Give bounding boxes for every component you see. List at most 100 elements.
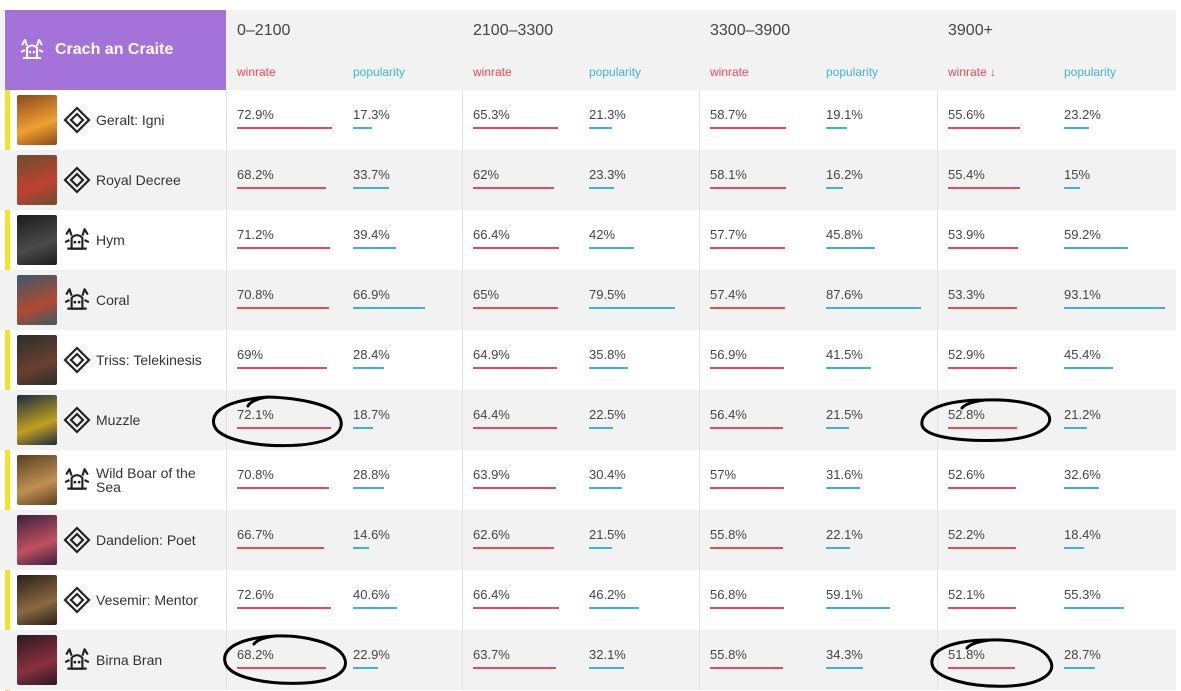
- winrate-value: 52.9%: [948, 347, 985, 362]
- card-art: [17, 275, 57, 325]
- card-cell[interactable]: Vesemir: Mentor: [10, 570, 226, 630]
- winrate-sort-label[interactable]: winrate: [237, 65, 276, 79]
- popularity-value: 30.4%: [589, 467, 626, 482]
- winrate-value: 70.8%: [237, 287, 274, 302]
- card-cell[interactable]: Hym: [10, 210, 226, 270]
- crown-faction-icon: [63, 286, 91, 314]
- range-header-3[interactable]: 3900+ winrate ↓ popularity: [938, 10, 1176, 90]
- popularity-value: 28.4%: [353, 347, 390, 362]
- popularity-value: 18.4%: [1064, 527, 1101, 542]
- winrate-sort-label[interactable]: winrate: [710, 65, 749, 79]
- popularity-value: 17.3%: [353, 107, 390, 122]
- card-row[interactable]: Geralt: Igni 72.9% 17.3% 65.3% 21.3% 58.7% 19.…: [0, 90, 1176, 150]
- deck-title-cell[interactable]: Crach an Craite: [5, 10, 226, 90]
- card-row[interactable]: Coral 70.8% 66.9% 65% 79.5% 57.4% 87.6% 53.3% 93…: [0, 270, 1176, 330]
- card-cell[interactable]: Geralt: Igni: [10, 90, 226, 150]
- card-name: Coral: [96, 292, 130, 308]
- winrate-value: 58.1%: [710, 167, 747, 182]
- popularity-bar: [353, 667, 378, 669]
- popularity-value: 28.7%: [1064, 647, 1101, 662]
- diamond-icon: [63, 346, 91, 374]
- winrate-value: 57.4%: [710, 287, 747, 302]
- card-row[interactable]: Vesemir: Mentor 72.6% 40.6% 66.4% 46.2% 56.8%…: [0, 570, 1176, 630]
- range-header-2[interactable]: 3300–3900 winrate popularity: [700, 10, 938, 90]
- card-row[interactable]: Muzzle 72.1% 18.7% 64.4% 22.5% 56.4% 21.5% 52.8…: [0, 390, 1176, 450]
- popularity-sort-label[interactable]: popularity: [589, 65, 642, 79]
- diamond-icon: [63, 106, 91, 134]
- column-divider: [462, 510, 463, 570]
- popularity-value: 16.2%: [826, 167, 863, 182]
- card-art: [17, 335, 57, 385]
- card-cell[interactable]: Triss: Telekinesis: [10, 330, 226, 390]
- card-name: Muzzle: [96, 412, 141, 428]
- winrate-bar: [237, 607, 331, 609]
- popularity-value: 59.1%: [826, 587, 863, 602]
- diamond-icon: [63, 586, 91, 614]
- popularity-bar: [353, 487, 384, 489]
- popularity-bar: [353, 307, 425, 309]
- card-name: Wild Boar of the Sea: [96, 465, 196, 495]
- winrate-bar: [237, 487, 329, 489]
- popularity-value: 23.3%: [589, 167, 626, 182]
- card-cell[interactable]: Wild Boar of the Sea: [10, 450, 226, 510]
- card-cell[interactable]: Muzzle: [10, 390, 226, 450]
- crown-faction-icon: [63, 646, 91, 674]
- popularity-value: 55.3%: [1064, 587, 1101, 602]
- column-divider: [937, 390, 938, 450]
- card-row[interactable]: Hym 71.2% 39.4% 66.4% 42% 57.7% 45.8% 53.9% 59.2…: [0, 210, 1176, 270]
- popularity-sort-label[interactable]: popularity: [1064, 65, 1117, 79]
- popularity-bar: [826, 187, 843, 189]
- card-cell[interactable]: Birna Bran: [10, 630, 226, 690]
- column-divider: [937, 330, 938, 390]
- column-divider: [226, 630, 227, 690]
- winrate-bar: [710, 487, 784, 489]
- popularity-bar: [826, 667, 863, 669]
- popularity-bar: [826, 247, 875, 249]
- popularity-bar: [1064, 667, 1095, 669]
- popularity-value: 22.5%: [589, 407, 626, 422]
- popularity-sort-label[interactable]: popularity: [826, 65, 879, 79]
- popularity-sort-label[interactable]: popularity: [353, 65, 406, 79]
- winrate-sort-label[interactable]: winrate: [473, 65, 512, 79]
- column-divider: [226, 570, 227, 630]
- column-divider: [699, 630, 700, 690]
- winrate-bar: [237, 547, 324, 549]
- card-cell[interactable]: Dandelion: Poet: [10, 510, 226, 570]
- column-divider: [937, 150, 938, 210]
- popularity-value: 31.6%: [826, 467, 863, 482]
- popularity-value: 21.5%: [589, 527, 626, 542]
- deck-title: Crach an Craite: [55, 41, 174, 58]
- card-row[interactable]: Triss: Telekinesis 69% 28.4% 64.9% 35.8% 56.9…: [0, 330, 1176, 390]
- range-header-0[interactable]: 0–2100 winrate popularity: [227, 10, 463, 90]
- popularity-value: 32.6%: [1064, 467, 1101, 482]
- winrate-value: 62.6%: [473, 527, 510, 542]
- card-cell[interactable]: Royal Decree: [10, 150, 226, 210]
- winrate-value: 56.4%: [710, 407, 747, 422]
- card-cell[interactable]: Coral: [10, 270, 226, 330]
- card-row[interactable]: Birna Bran 68.2% 22.9% 63.7% 32.1% 55.8% 34.3%…: [0, 630, 1176, 690]
- column-divider: [462, 450, 463, 510]
- winrate-bar: [948, 487, 1016, 489]
- winrate-value: 72.1%: [237, 407, 274, 422]
- column-divider: [699, 390, 700, 450]
- range-header-1[interactable]: 2100–3300 winrate popularity: [463, 10, 700, 90]
- card-row[interactable]: Royal Decree 68.2% 33.7% 62% 23.3% 58.1% 16.2%…: [0, 150, 1176, 210]
- diamond-icon: [63, 166, 91, 194]
- winrate-bar: [473, 427, 557, 429]
- winrate-value: 52.2%: [948, 527, 985, 542]
- winrate-bar: [710, 367, 784, 369]
- column-divider: [699, 270, 700, 330]
- card-name: Vesemir: Mentor: [96, 592, 198, 608]
- winrate-value: 56.9%: [710, 347, 747, 362]
- card-art: [17, 395, 57, 445]
- popularity-value: 45.4%: [1064, 347, 1101, 362]
- popularity-bar: [589, 247, 634, 249]
- winrate-bar: [948, 307, 1017, 309]
- card-row[interactable]: Dandelion: Poet 66.7% 14.6% 62.6% 21.5% 55.8%…: [0, 510, 1176, 570]
- winrate-sort-label[interactable]: winrate ↓: [948, 65, 997, 79]
- popularity-bar: [826, 307, 921, 309]
- winrate-bar: [237, 127, 332, 129]
- column-divider: [462, 570, 463, 630]
- card-row[interactable]: Wild Boar of the Sea 70.8% 28.8% 63.9% 30.4%…: [0, 450, 1176, 510]
- winrate-bar: [473, 247, 559, 249]
